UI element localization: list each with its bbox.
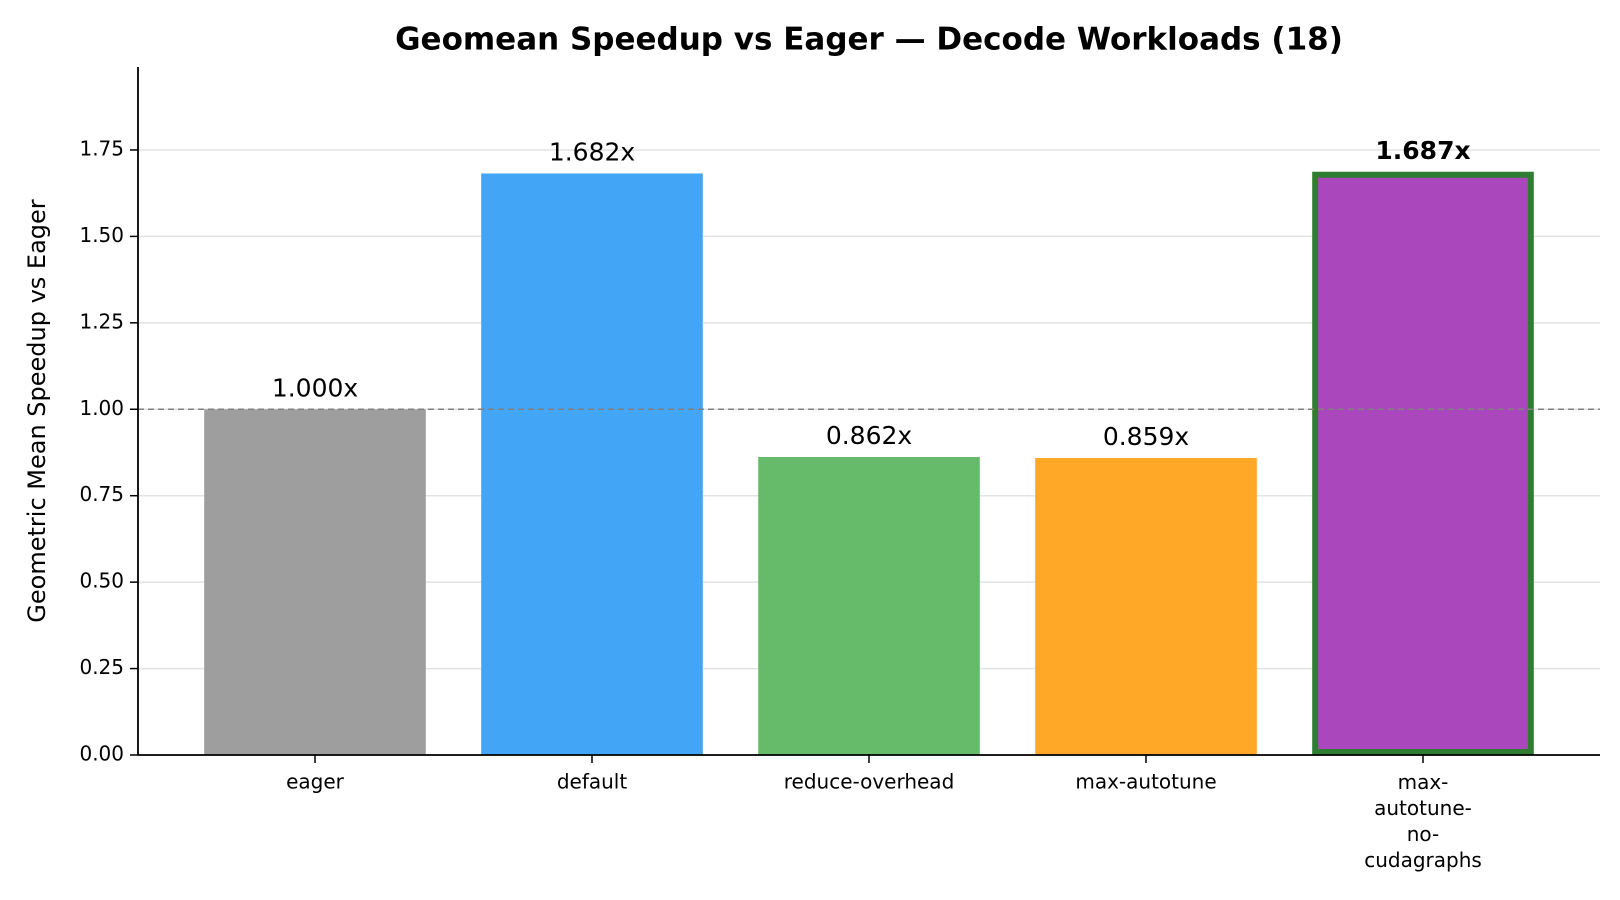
value-label: 0.862x [826,421,912,450]
value-label: 1.000x [272,373,358,402]
y-axis-label: Geometric Mean Speedup vs Eager [23,199,51,622]
chart-title: Geomean Speedup vs Eager — Decode Worklo… [395,22,1343,58]
bar [204,409,426,755]
y-tick-label: 0.75 [79,482,124,506]
y-tick-label: 1.25 [79,309,124,333]
y-tick-label: 0.25 [79,655,124,679]
y-tick-label: 0.00 [79,742,124,766]
y-tick-label: 1.75 [79,136,124,160]
value-label: 1.687x [1375,136,1470,165]
x-tick-label: max-autotune-no-cudagraphs [1364,770,1482,872]
x-tick-label: default [557,770,628,794]
y-tick-label: 1.50 [79,223,124,247]
y-tick-label: 1.00 [79,396,124,420]
bar [1035,458,1257,755]
x-tick-label: eager [286,770,345,794]
bar [481,173,703,755]
bar [758,456,980,755]
bar [1312,171,1534,755]
value-label: 1.682x [549,137,635,166]
x-tick-label: max-autotune [1075,770,1216,794]
value-label: 0.859x [1103,422,1189,451]
x-tick-label: reduce-overhead [784,770,955,794]
y-tick-label: 0.50 [79,569,124,593]
